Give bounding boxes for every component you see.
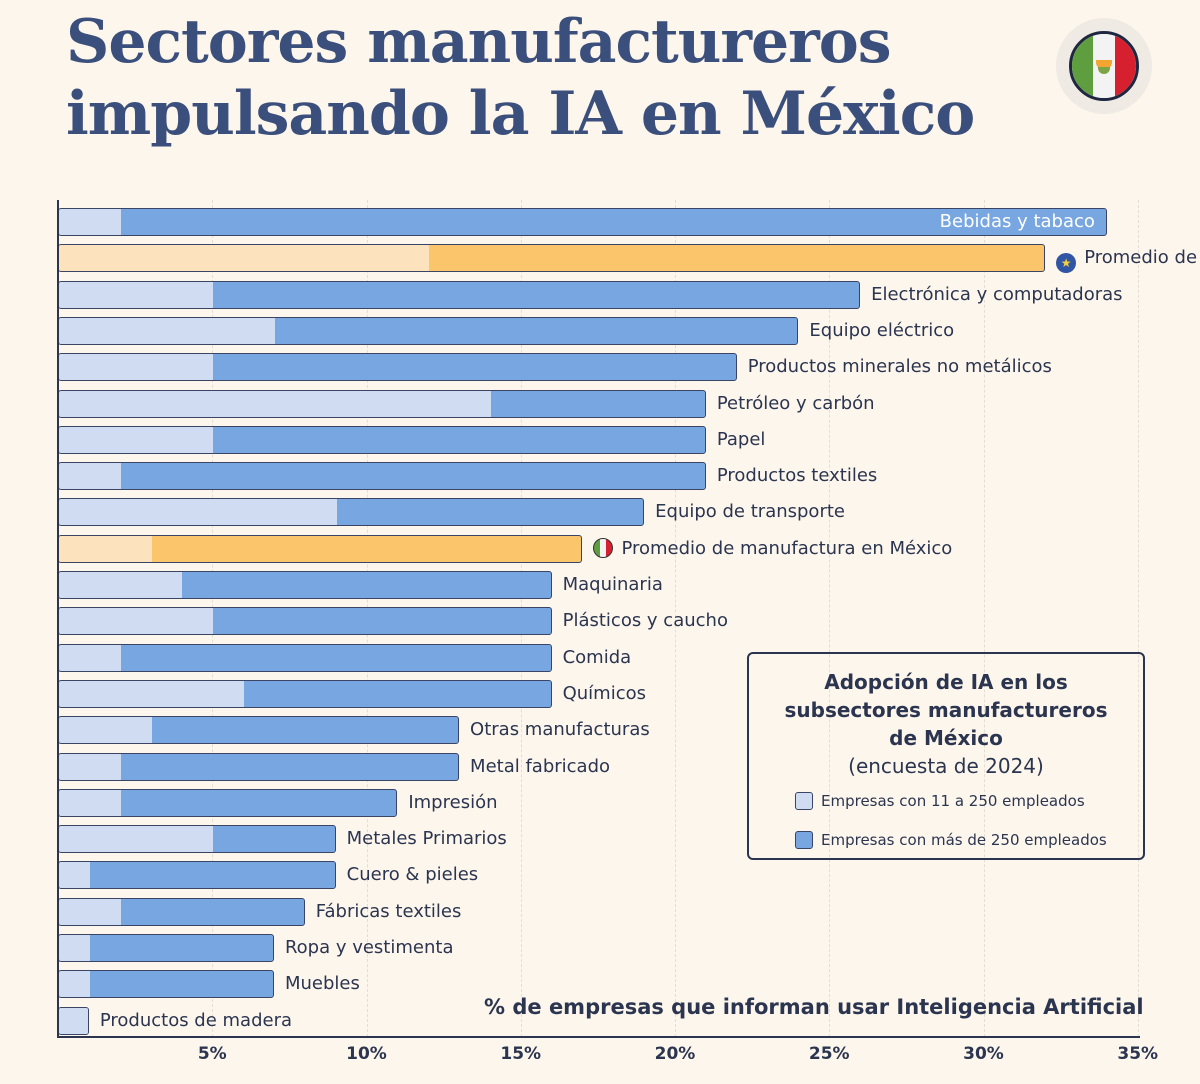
category-label: Equipo de transporte xyxy=(655,501,845,523)
category-label: Promedio de manufactura en México xyxy=(593,535,952,563)
bar-8 xyxy=(58,498,645,527)
bar-22 xyxy=(58,1006,89,1035)
bar-12 xyxy=(58,643,552,672)
category-label: Maquinaria xyxy=(562,574,663,595)
bar-9 xyxy=(58,534,583,563)
bar-10 xyxy=(58,571,552,599)
bar-segment-small xyxy=(59,317,275,344)
bar-6 xyxy=(58,425,706,454)
legend-item-large: Empresas con más de 250 empleados xyxy=(795,831,1107,849)
category-label: Cuero & pieles xyxy=(346,864,479,886)
category-label: Muebles xyxy=(284,973,360,995)
x-tick-label: 15% xyxy=(500,1044,542,1064)
category-label: Productos minerales no metálicos xyxy=(747,356,1052,378)
category-label: Metales Primarios xyxy=(346,828,507,850)
bar-19 xyxy=(58,897,305,926)
bar-segment-small xyxy=(59,971,90,998)
gridline xyxy=(829,200,831,1037)
title-line-2: impulsando la IA en México xyxy=(66,79,975,149)
category-label: Electrónica y computadoras xyxy=(871,283,1123,305)
bar-11 xyxy=(58,607,552,636)
bar-segment-small xyxy=(59,862,90,889)
bar-3 xyxy=(58,316,799,345)
bar-segment-small xyxy=(59,463,121,490)
bar-segment-small xyxy=(59,789,121,816)
bar-segment-small xyxy=(59,426,214,453)
mexico-flag-icon xyxy=(1056,18,1152,114)
category-label: Petróleo y carbón xyxy=(716,392,875,414)
bar-segment-small xyxy=(59,935,90,961)
bar-segment-small xyxy=(59,1007,88,1034)
x-tick-label: 20% xyxy=(654,1044,696,1064)
bar-segment-small xyxy=(59,535,152,562)
legend-swatch-small xyxy=(795,792,813,810)
bar-4 xyxy=(58,353,737,382)
page-title: Sectores manufactureros impulsando la IA… xyxy=(66,6,975,150)
bar-1 xyxy=(58,244,1046,273)
x-tick-label: 10% xyxy=(346,1044,387,1064)
bar-segment-small xyxy=(59,608,214,635)
bar-segment-small xyxy=(59,826,214,853)
bar-segment-small xyxy=(59,680,245,707)
category-label: Químicos xyxy=(562,682,646,704)
bar-segment-small xyxy=(59,209,121,235)
bar-segment-small xyxy=(59,281,214,308)
category-label: Bebidas y tabaco xyxy=(939,211,1095,232)
bar-20 xyxy=(58,934,274,962)
category-label: Plásticos y caucho xyxy=(562,610,728,632)
bar-segment-small xyxy=(59,499,337,526)
legend-title: Adopción de IA en los subsectores manufa… xyxy=(784,670,1108,750)
legend-subtitle: (encuesta de 2024) xyxy=(848,754,1044,778)
bar-segment-small xyxy=(59,572,183,598)
category-label: Papel xyxy=(716,428,766,450)
x-tick-label: 5% xyxy=(197,1044,227,1064)
x-axis xyxy=(58,1036,1140,1038)
bar-7 xyxy=(58,462,706,491)
category-label: Ropa y vestimenta xyxy=(284,937,454,958)
category-label: Equipo eléctrico xyxy=(809,319,955,341)
y-axis xyxy=(57,200,59,1038)
x-tick-label: 35% xyxy=(1117,1044,1159,1064)
category-label: Impresión xyxy=(408,791,498,813)
x-tick-label: 25% xyxy=(808,1044,850,1064)
legend: Adopción de IA en los subsectores manufa… xyxy=(747,652,1145,860)
legend-item-small: Empresas con 11 a 250 empleados xyxy=(795,792,1085,810)
category-label: Productos de madera xyxy=(99,1009,293,1031)
bar-segment-small xyxy=(59,644,121,671)
bar-segment-small xyxy=(59,354,214,381)
category-label: Metal fabricado xyxy=(470,755,611,777)
eu-flag-icon: ★ xyxy=(1056,253,1077,274)
bar-5 xyxy=(58,389,706,418)
gridline xyxy=(675,200,676,1037)
gridline xyxy=(983,200,985,1037)
bar-21 xyxy=(58,970,274,999)
title-line-1: Sectores manufactureros xyxy=(66,7,892,77)
category-label: Otras manufacturas xyxy=(470,719,650,741)
mexico-flag-icon xyxy=(593,537,614,558)
bar-18 xyxy=(58,861,336,890)
bar-17 xyxy=(58,825,336,854)
x-tick-label: 30% xyxy=(963,1044,1004,1064)
category-label: Productos textiles xyxy=(716,465,878,487)
bar-14 xyxy=(58,716,460,745)
category-label: Fábricas textiles xyxy=(315,900,462,922)
legend-swatch-large xyxy=(795,831,813,849)
bar-segment-small xyxy=(59,753,121,780)
bar-2 xyxy=(58,280,861,309)
bar-0 xyxy=(58,208,1107,236)
gridline xyxy=(1137,200,1139,1037)
bar-segment-small xyxy=(59,717,152,744)
bar-16 xyxy=(58,788,398,817)
bar-segment-small xyxy=(59,390,491,417)
x-axis-label: % de empresas que informan usar Intelige… xyxy=(484,995,1144,1019)
category-label: Comida xyxy=(562,646,632,668)
bar-segment-small xyxy=(59,898,121,925)
bar-15 xyxy=(58,752,460,781)
bar-segment-small xyxy=(59,245,430,272)
category-label: ★Promedio de manufactura de la UE xyxy=(1056,244,1200,274)
bar-13 xyxy=(58,679,552,708)
